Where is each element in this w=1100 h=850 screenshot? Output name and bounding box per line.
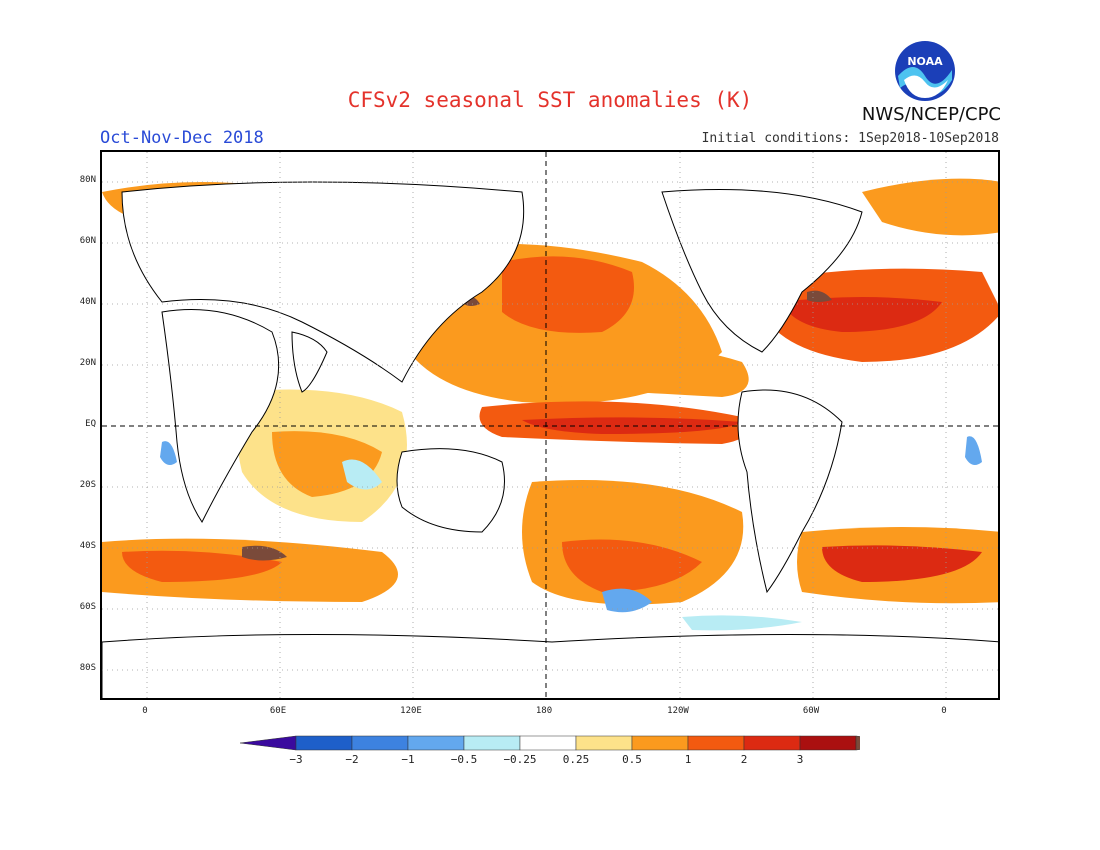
colorbar-segment bbox=[351, 735, 409, 751]
lat-label-20n: 20N bbox=[79, 358, 96, 368]
colorbar-tick-label: 2 bbox=[740, 753, 748, 766]
colorbar-segments bbox=[239, 735, 913, 751]
lat-label-20s: 20S bbox=[79, 480, 96, 490]
colorbar-arrow-high bbox=[855, 735, 913, 751]
continent-outlines bbox=[102, 181, 998, 698]
lon-label-60e: 60E bbox=[269, 706, 287, 716]
lat-label-eq: EQ bbox=[85, 419, 96, 429]
map-title: CFSv2 seasonal SST anomalies (K) bbox=[347, 88, 753, 112]
lat-label-80n: 80N bbox=[79, 175, 96, 185]
noaa-logo: NOAA bbox=[894, 40, 956, 102]
anomaly-field bbox=[102, 178, 998, 631]
agency-label: NWS/NCEP/CPC bbox=[861, 104, 1001, 125]
colorbar-segment bbox=[575, 735, 633, 751]
colorbar-tick-label: −1 bbox=[401, 753, 415, 766]
lon-label-120w: 120W bbox=[667, 706, 689, 716]
initial-conditions: Initial conditions: 1Sep2018-10Sep2018 bbox=[701, 131, 999, 146]
colorbar-arrow-low bbox=[239, 735, 297, 751]
lat-label-80s: 80S bbox=[79, 663, 96, 673]
lat-label-60s: 60S bbox=[79, 602, 96, 612]
colorbar-segment bbox=[519, 735, 577, 751]
colorbar-segment bbox=[463, 735, 521, 751]
colorbar-segment bbox=[743, 735, 801, 751]
colorbar bbox=[239, 733, 913, 753]
lon-label-60w: 60W bbox=[802, 706, 820, 716]
colorbar-segment bbox=[295, 735, 353, 751]
lon-label-0-right: 0 bbox=[941, 706, 947, 716]
colorbar-tick-label: 3 bbox=[796, 753, 804, 766]
forecast-period: Oct-Nov-Dec 2018 bbox=[100, 128, 264, 148]
colorbar-tick-label: −0.25 bbox=[503, 753, 537, 766]
colorbar-segment bbox=[407, 735, 465, 751]
lon-label-180: 180 bbox=[535, 706, 553, 716]
graticule bbox=[102, 152, 998, 698]
reference-lines bbox=[102, 152, 998, 698]
lat-label-40n: 40N bbox=[79, 297, 96, 307]
colorbar-segment bbox=[799, 735, 857, 751]
lat-label-60n: 60N bbox=[79, 236, 96, 246]
colorbar-tick-label: −0.5 bbox=[450, 753, 478, 766]
colorbar-segment bbox=[631, 735, 689, 751]
colorbar-tick-label: 0.25 bbox=[562, 753, 590, 766]
colorbar-tick-label: 1 bbox=[684, 753, 692, 766]
colorbar-tick-label: 0.5 bbox=[622, 753, 642, 766]
logo-text: NOAA bbox=[907, 55, 943, 68]
colorbar-tick-label: −3 bbox=[289, 753, 303, 766]
lon-label-120e: 120E bbox=[400, 706, 422, 716]
lon-label-0-left: 0 bbox=[142, 706, 148, 716]
sst-anomaly-map bbox=[100, 150, 1000, 700]
colorbar-svg bbox=[239, 735, 913, 751]
lat-label-40s: 40S bbox=[79, 541, 96, 551]
colorbar-tick-label: −2 bbox=[345, 753, 359, 766]
colorbar-segment bbox=[687, 735, 745, 751]
